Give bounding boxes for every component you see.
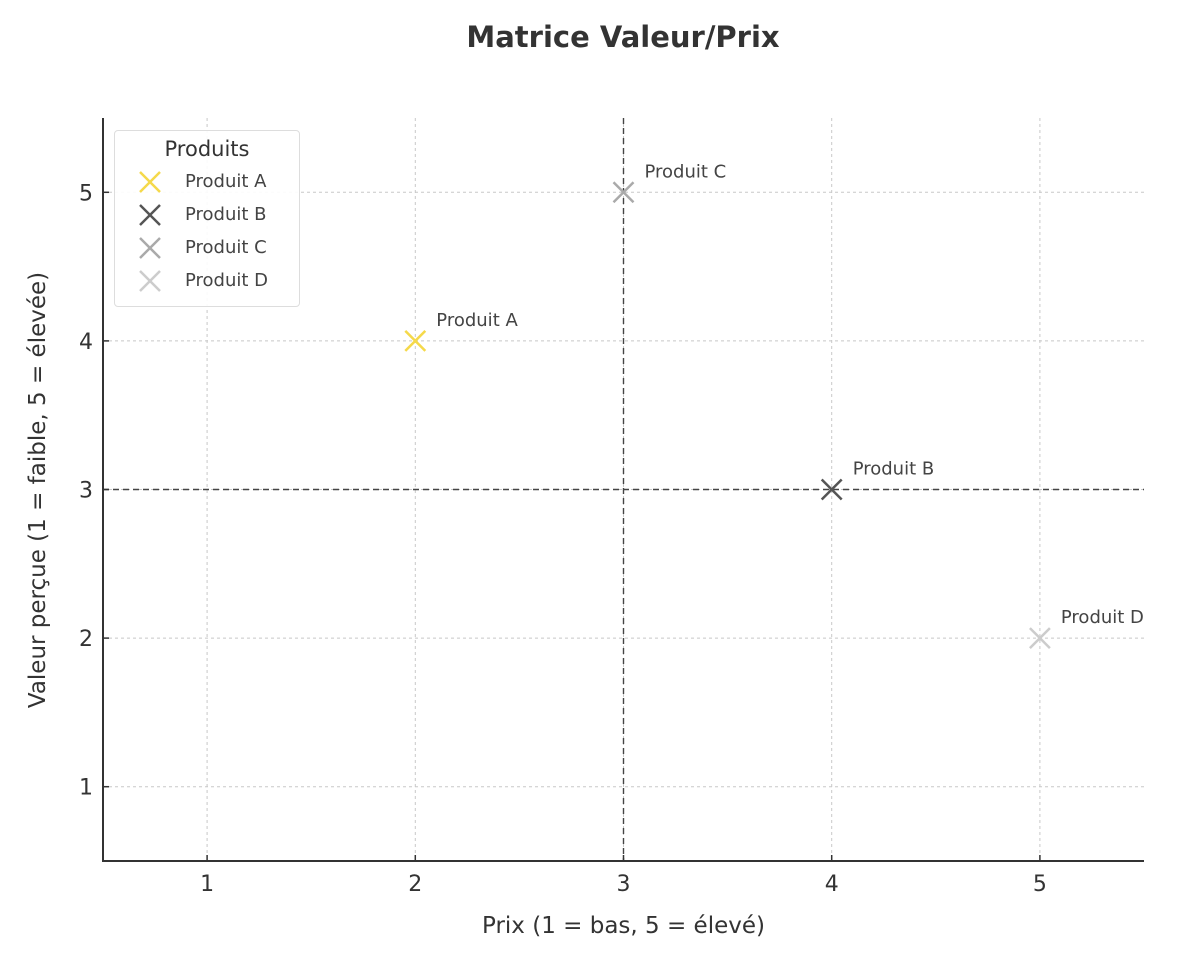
legend-title: Produits: [164, 137, 250, 161]
legend-label: Produit C: [185, 237, 267, 258]
point-annotation: Produit A: [436, 310, 518, 331]
x-marker-icon: [404, 330, 427, 352]
y-tick-label: 4: [79, 330, 93, 355]
point-annotations: Produit A Produit B Produit C Produit D: [436, 161, 1144, 628]
chart-title: Matrice Valeur/Prix: [466, 20, 780, 54]
x-tick-label: 2: [408, 872, 422, 897]
legend-label: Produit B: [185, 204, 267, 225]
legend: Produits Produit A Produit B Produit C Prod…: [114, 130, 300, 307]
point-annotation: Produit C: [645, 161, 727, 182]
x-tick-label: 1: [200, 872, 214, 897]
y-tick-label: 3: [79, 479, 93, 504]
x-marker-icon: [1029, 627, 1051, 649]
x-marker-icon: [115, 236, 185, 260]
x-tick-label: 5: [1033, 872, 1047, 897]
tick-labels: 1 2 3 4 5 1 2 3 4 5: [79, 181, 1047, 897]
x-marker-icon: [820, 478, 843, 501]
x-marker-icon: [115, 269, 185, 293]
y-tick-label: 1: [79, 776, 93, 801]
legend-item: Produit A: [115, 165, 299, 198]
point-annotation: Produit D: [1061, 607, 1144, 628]
x-tick-label: 4: [825, 872, 839, 897]
legend-label: Produit A: [185, 171, 267, 192]
x-marker-icon: [612, 181, 635, 204]
legend-item: Produit B: [115, 198, 299, 231]
point-annotation: Produit B: [853, 459, 935, 480]
y-tick-label: 5: [79, 181, 93, 206]
x-marker-icon: [115, 170, 185, 194]
x-tick-label: 3: [617, 872, 631, 897]
legend-item: Produit D: [115, 264, 299, 297]
axes: [102, 118, 1144, 862]
data-points: [404, 181, 1051, 649]
y-tick-label: 2: [79, 627, 93, 652]
legend-item: Produit C: [115, 231, 299, 264]
grid-lines: [103, 118, 1144, 861]
y-axis-label: Valeur perçue (1 = faible, 5 = élevée): [25, 271, 51, 709]
legend-label: Produit D: [185, 270, 269, 291]
reference-lines: [103, 118, 1144, 861]
x-marker-icon: [115, 203, 185, 227]
x-axis-label: Prix (1 = bas, 5 = élevé): [482, 913, 765, 939]
legend-items: Produit A Produit B Produit C Produit D: [115, 165, 299, 297]
